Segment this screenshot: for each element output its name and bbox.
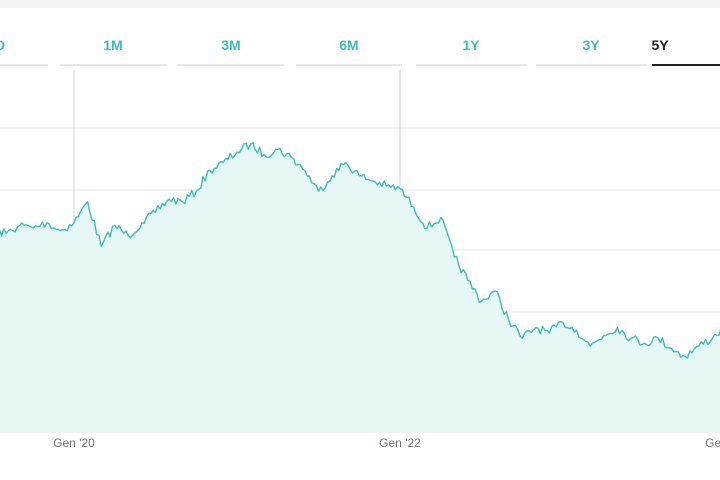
x-tick-label: Gen '24 bbox=[705, 436, 720, 450]
tab-3m[interactable]: 3M bbox=[174, 30, 288, 66]
x-tick-label: Gen '20 bbox=[53, 436, 95, 450]
tab-6m[interactable]: 6M bbox=[292, 30, 406, 66]
range-tabs: 1D 1M 3M 6M 1Y 3Y 5Y bbox=[0, 30, 720, 66]
tab-3y[interactable]: 3Y bbox=[532, 30, 650, 66]
tab-5y[interactable]: 5Y bbox=[651, 30, 720, 66]
x-axis-labels: Gen '20 Gen '22 Gen '24 bbox=[53, 436, 720, 450]
price-area bbox=[0, 142, 720, 432]
tab-1y[interactable]: 1Y bbox=[412, 30, 530, 66]
tab-1d[interactable]: 1D bbox=[0, 30, 52, 66]
tab-1m[interactable]: 1M bbox=[56, 30, 170, 66]
top-strip bbox=[0, 0, 720, 8]
x-tick-label: Gen '22 bbox=[379, 436, 421, 450]
price-line bbox=[0, 141, 720, 359]
